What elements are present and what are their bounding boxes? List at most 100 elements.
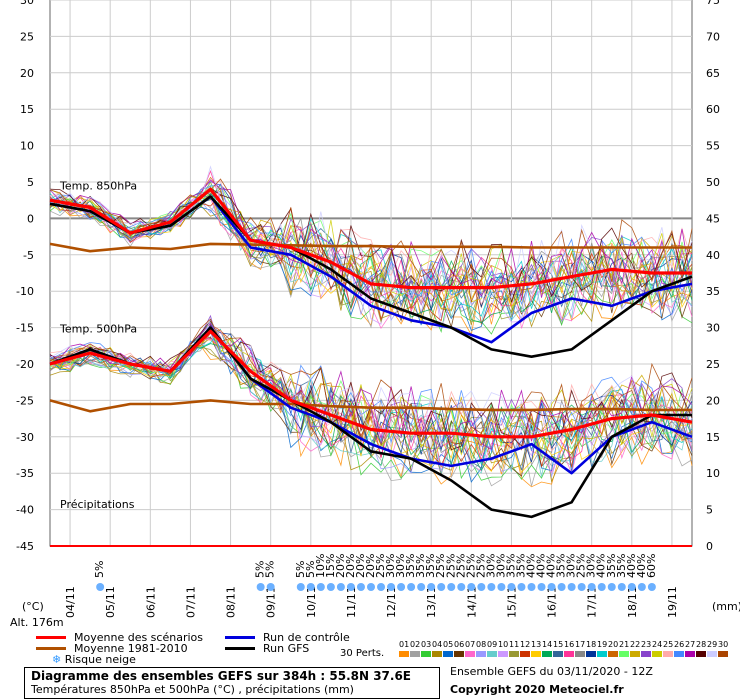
perturbation-swatch xyxy=(641,651,651,657)
snowflake-icon xyxy=(567,583,576,591)
perturbation-id: 30 xyxy=(718,640,729,649)
snowflake-icon xyxy=(597,583,606,591)
perturbation-swatch xyxy=(509,651,519,657)
snow-pct: 40% xyxy=(625,554,638,578)
snowflake-icon xyxy=(447,583,456,591)
snowflake-icon xyxy=(457,583,466,591)
snowflake-icon xyxy=(467,583,476,591)
x-tick-label: 06/11 xyxy=(144,586,157,618)
perturbation-id: 21 xyxy=(619,640,630,649)
perturbation-swatch xyxy=(674,651,684,657)
snowflake-icon xyxy=(607,583,616,591)
snow-pct: 35% xyxy=(404,554,417,578)
label-t850: Temp. 850hPa xyxy=(59,179,137,192)
snow-pct: 40% xyxy=(525,554,538,578)
snowflake-icon xyxy=(617,583,626,591)
snowflake-icon xyxy=(377,583,386,591)
snowflake-icon xyxy=(387,583,396,591)
y-right-tick-label: 65 xyxy=(706,67,720,80)
perturbation-id: 13 xyxy=(531,640,542,649)
main-series xyxy=(49,187,693,519)
footer-subtitle: Températures 850hPa et 500hPa (°C) , pré… xyxy=(31,683,354,696)
legend-climate: Moyenne 1981-2010 xyxy=(36,642,188,655)
perturbation-id: 20 xyxy=(608,640,619,649)
y-left-tick-label: -10 xyxy=(16,285,34,298)
y-left-tick-label: 5 xyxy=(27,176,34,189)
snowflake-icon xyxy=(356,583,365,591)
snow-pct: 25% xyxy=(464,554,477,578)
y-left-tick-label: -30 xyxy=(16,431,34,444)
snowflake-icon xyxy=(537,583,546,591)
perturbation-id: 25 xyxy=(663,640,674,649)
perturbation-id: 18 xyxy=(586,640,597,649)
perturbation-id: 04 xyxy=(432,640,443,649)
snow-pct: 20% xyxy=(344,554,357,578)
y-right-tick-label: 10 xyxy=(706,467,720,480)
x-tick-label: 17/11 xyxy=(586,586,599,618)
x-tick-label: 09/11 xyxy=(265,586,278,618)
snow-pct: 35% xyxy=(615,554,628,578)
series-line xyxy=(49,187,692,290)
y-right-tick-label: 35 xyxy=(706,285,720,298)
perturbation-line xyxy=(49,194,693,322)
perturbation-swatch xyxy=(432,651,442,657)
perturbation-id: 05 xyxy=(443,640,454,649)
series-line xyxy=(49,329,693,439)
snow-pct: 20% xyxy=(354,554,367,578)
y-left-tick-label: -5 xyxy=(23,249,34,262)
snowflake-icon xyxy=(326,583,335,591)
perturbation-swatch xyxy=(421,651,431,657)
perturbation-swatch xyxy=(685,651,695,657)
snow-pct: 5% xyxy=(294,561,307,578)
perturbation-swatch xyxy=(630,651,640,657)
perturbation-swatch xyxy=(564,651,574,657)
snow-pct: 30% xyxy=(565,554,578,578)
y-right-tick-label: 30 xyxy=(706,322,720,335)
snow-pct: 5% xyxy=(254,561,267,578)
snowflake-icon xyxy=(306,583,315,591)
perturbation-id: 27 xyxy=(685,640,696,649)
snow-pct: 25% xyxy=(575,554,588,578)
perturbation-id: 14 xyxy=(542,640,553,649)
perturbation-swatch xyxy=(520,651,530,657)
snowflake-icon xyxy=(336,583,345,591)
perturbation-swatch xyxy=(410,651,420,657)
perturbation-swatch xyxy=(454,651,464,657)
snow-pct: 30% xyxy=(585,554,598,578)
snow-pct: 40% xyxy=(635,554,648,578)
perturbation-swatch xyxy=(465,651,475,657)
run-info: Ensemble GEFS du 03/11/2020 - 12Z xyxy=(450,665,653,678)
snowflake-icon xyxy=(367,583,375,591)
snow-pct: 30% xyxy=(484,554,497,578)
y-right-tick-label: 20 xyxy=(706,394,720,407)
y-right-tick-label: 15 xyxy=(706,431,720,444)
perturbation-id: 26 xyxy=(674,640,685,649)
snow-pct: 25% xyxy=(434,554,447,578)
y-right-tick-label: 25 xyxy=(706,358,720,371)
series-line xyxy=(49,242,692,253)
perturbation-id: 19 xyxy=(597,640,608,649)
perturbation-swatch xyxy=(586,651,596,657)
perturbation-id: 22 xyxy=(630,640,641,649)
snow-pct: 40% xyxy=(595,554,608,578)
y-right-tick-label: 0 xyxy=(706,540,713,553)
y-right-tick-label: 55 xyxy=(706,140,720,153)
x-tick-label: 11/11 xyxy=(345,586,358,618)
legend-mean: Moyenne des scénarios xyxy=(36,631,203,644)
y-left-tick-label: 15 xyxy=(20,103,34,116)
snow-pct: 15% xyxy=(324,554,337,578)
snow-pct: 5% xyxy=(264,561,277,578)
perturbation-id: 06 xyxy=(454,640,465,649)
x-tick-label: 19/11 xyxy=(666,586,679,618)
x-tick-label: 05/11 xyxy=(104,586,117,618)
x-tick-label: 12/11 xyxy=(385,586,398,618)
y-left-tick-label: 0 xyxy=(27,212,34,225)
snowflake-icon xyxy=(487,583,496,591)
y-right-tick-label: 45 xyxy=(706,212,720,225)
x-tick-label: 18/11 xyxy=(626,586,639,618)
label-precip: Précipitations xyxy=(60,498,135,511)
snow-pct: 35% xyxy=(424,554,437,578)
snowflake-icon xyxy=(397,583,406,591)
y-left-tick-label: -25 xyxy=(16,394,34,407)
snowflake-icon xyxy=(627,583,636,591)
